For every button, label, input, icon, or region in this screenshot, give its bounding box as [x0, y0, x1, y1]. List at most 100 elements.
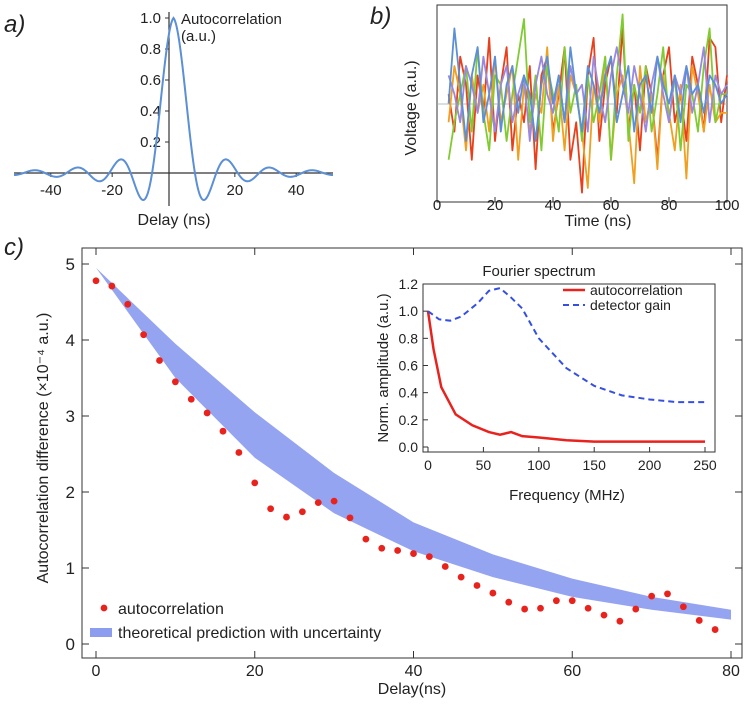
panel-c-data-point — [711, 626, 719, 633]
panel-c-data-point — [600, 611, 608, 619]
panel-c-data-point — [298, 508, 306, 516]
panel-c-x-tick-label: 80 — [722, 663, 740, 680]
panel-c-data-point — [584, 604, 592, 612]
panel-c-x-tick-label: 40 — [405, 663, 423, 680]
inset-y-tick-label: 0.4 — [399, 385, 419, 401]
panel-a-x-tick-label: -20 — [101, 182, 123, 199]
panel-c-data-point — [171, 378, 179, 386]
panel-c-x-label: Delay(ns) — [378, 681, 446, 698]
panel-c-data-point — [219, 427, 227, 435]
panel-b-x-tick-label: 100 — [714, 197, 739, 214]
panel-a-label: a) — [4, 11, 25, 38]
inset-x-tick-label: 150 — [583, 457, 607, 473]
panel-c-data-point — [648, 592, 656, 600]
panel-b: b) 0 20 40 60 80 100 Time (ns) Voltage (a.u.) — [370, 3, 740, 230]
panel-c-data-point — [92, 277, 100, 285]
panel-c-data-point — [267, 505, 275, 513]
panel-c-data-point — [283, 513, 290, 521]
legend-points-marker — [100, 604, 108, 612]
panel-c-label: c) — [4, 234, 24, 261]
inset-y-tick-label: 0.2 — [399, 412, 419, 428]
inset-x-tick-label: 200 — [638, 457, 662, 473]
panel-c-data-point — [378, 544, 386, 552]
panel-b-y-label: Voltage (a.u.) — [403, 60, 420, 155]
panel-c-data-point — [187, 395, 195, 403]
panel-c-data-point — [410, 550, 417, 557]
panel-b-frame — [436, 4, 728, 203]
panel-a-x-tick-label: 40 — [288, 182, 305, 199]
legend-points-label: autocorrelation — [118, 601, 224, 618]
panel-c-x-tick-label: 0 — [92, 663, 101, 680]
panel-c-data-point — [362, 535, 370, 543]
inset-y-tick-label: 0.6 — [399, 358, 419, 374]
panel-a-y-tick-label: 0.8 — [140, 41, 161, 58]
panel-c-y-tick-label: 5 — [66, 255, 75, 274]
inset-legend-solid-label: autocorrelation — [590, 282, 683, 298]
panel-a-title: Autocorrelation — [181, 11, 282, 28]
panel-c-y-tick-label: 3 — [66, 407, 75, 426]
inset-detector-gain-line — [427, 286, 705, 404]
legend-band-swatch — [90, 628, 112, 637]
panel-c-points — [92, 277, 719, 633]
inset: Fourier spectrum 0 50 100 150 200 250 0.00.20… — [375, 263, 717, 504]
panel-c-data-point — [521, 605, 529, 613]
panel-b-trace-blue — [447, 27, 728, 142]
inset-y-tick-label: 1.0 — [399, 303, 419, 319]
panel-c-data-point — [457, 573, 465, 581]
inset-x-tick-label: 100 — [527, 457, 551, 473]
panel-a: a) -40 -20 20 40 0.20.40.60.81.0 Autocorrel… — [4, 10, 334, 229]
panel-c-x-tick-label: 20 — [246, 663, 264, 680]
panel-c-y-tick-label: 1 — [66, 559, 75, 578]
panel-b-x-label: Time (ns) — [565, 213, 632, 230]
panel-a-y-ticks: 0.20.40.60.81.0 — [140, 10, 169, 151]
panel-c-data-point — [568, 597, 576, 605]
panel-c-data-point — [251, 479, 259, 487]
panel-c-data-point — [425, 553, 433, 560]
inset-y-ticks: 0.0 0.2 0.4 0.6 0.8 1.0 1.2 — [399, 276, 428, 455]
panel-c-y-tick-label: 4 — [66, 331, 75, 350]
panel-c-data-point — [235, 449, 243, 456]
panel-b-x-tick-label: 20 — [487, 197, 504, 214]
panel-b-x-ticks: 0 20 40 60 80 100 — [433, 197, 740, 214]
inset-title: Fourier spectrum — [482, 263, 595, 280]
panel-c-theory-band — [96, 267, 731, 620]
inset-x-label: Frequency (MHz) — [509, 487, 625, 504]
panel-c-data-point — [124, 300, 132, 308]
panel-a-x-tick-label: 20 — [227, 182, 244, 199]
panel-c-data-point — [679, 603, 687, 611]
panel-b-x-tick-label: 40 — [545, 197, 562, 214]
panel-c-data-point — [156, 357, 163, 364]
panel-b-traces — [447, 13, 728, 194]
panel-a-x-ticks: -40 -20 20 40 — [40, 173, 305, 199]
panel-b-x-tick-label: 60 — [603, 197, 620, 214]
panel-c-data-point — [664, 590, 671, 598]
panel-c-data-point — [537, 604, 544, 612]
panel-c-data-point — [552, 597, 560, 605]
panel-c-data-point — [616, 617, 624, 625]
panel-b-label: b) — [370, 3, 391, 30]
panel-c-data-point — [108, 282, 116, 290]
inset-y-tick-label: 1.2 — [399, 276, 419, 292]
inset-y-tick-label: 0.8 — [399, 330, 419, 346]
panel-c-data-point — [632, 605, 640, 613]
panel-c-frame — [81, 247, 743, 659]
panel-c-data-point — [203, 409, 211, 417]
inset-autocorrelation-line — [426, 310, 705, 443]
inset-background — [425, 280, 715, 450]
panel-c-data-point — [330, 497, 338, 505]
panel-b-trace-purple — [447, 46, 728, 142]
panel-c-data-point — [505, 598, 513, 606]
inset-legend-dashed-label: detector gain — [590, 297, 671, 313]
inset-y-tick-label: 0.0 — [399, 439, 419, 455]
panel-a-title-units: (a.u.) — [181, 28, 216, 45]
panel-c-y-label: Autocorrelation difference (×10⁻⁴ a.u.) — [35, 313, 52, 584]
panel-c-data-point — [695, 617, 703, 624]
panel-c-data-point — [489, 589, 497, 597]
inset-x-tick-label: 0 — [424, 457, 432, 473]
inset-frame — [422, 283, 716, 453]
panel-a-x-label: Delay (ns) — [138, 212, 211, 229]
panel-c-x-ticks: 0 20 40 60 80 — [92, 248, 740, 680]
panel-b-x-tick-label: 80 — [661, 197, 678, 214]
panel-a-autocorrelation-curve — [13, 16, 334, 202]
